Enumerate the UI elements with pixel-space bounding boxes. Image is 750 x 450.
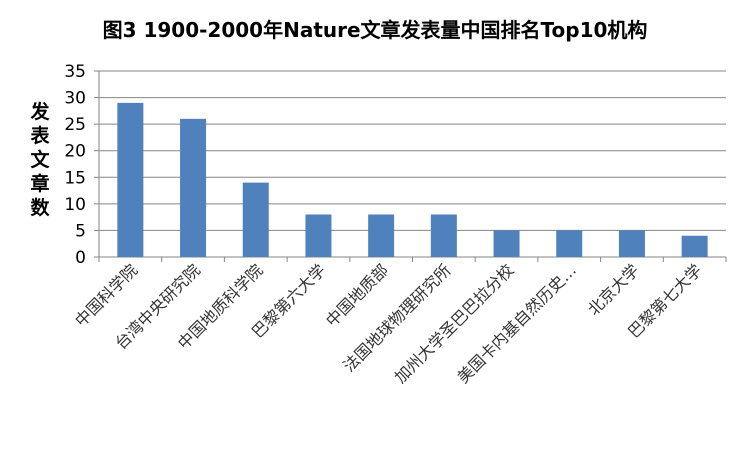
y-axis-label-char: 数 [30,196,50,219]
y-tick-label: 5 [75,221,86,241]
x-tick-label: 加州大学圣巴巴拉分校 [391,260,518,387]
bar [493,230,520,257]
y-axis-label-char: 章 [30,172,49,195]
bar [430,214,457,257]
y-tick-label: 25 [64,115,86,135]
bar [180,118,207,257]
y-axis-ticks: 0 5 10 15 20 25 30 35 [64,62,86,268]
y-tick-label: 20 [64,142,86,162]
x-tick-label: 法国地球物理研究所 [339,260,454,375]
bar [117,102,144,257]
y-tick-label: 30 [64,89,86,109]
y-tick-label: 15 [64,168,86,188]
bar [368,214,395,257]
y-axis-label-char: 发 [29,100,50,123]
bar [305,214,332,257]
y-tick-label: 10 [64,195,86,215]
bars [117,102,708,257]
bar [618,230,645,257]
y-axis-label-char: 文 [30,148,50,171]
x-axis-ticks: 中国科学院台湾中央研究院中国地质科学院巴黎第六大学中国地质部法国地球物理研究所加… [71,260,705,387]
bar [242,182,269,257]
y-tick-label: 0 [75,248,86,268]
bar [556,230,583,257]
x-tick-label: 北京大学 [584,260,643,319]
x-tick-label: 美国卡内基自然历史… [453,260,580,387]
y-axis-label-char: 表 [30,124,50,147]
bar [681,235,708,257]
chart-title: 图3 1900-2000年Nature文章发表量中国排名Top10机构 [103,18,648,42]
y-tick-label: 35 [64,62,86,82]
